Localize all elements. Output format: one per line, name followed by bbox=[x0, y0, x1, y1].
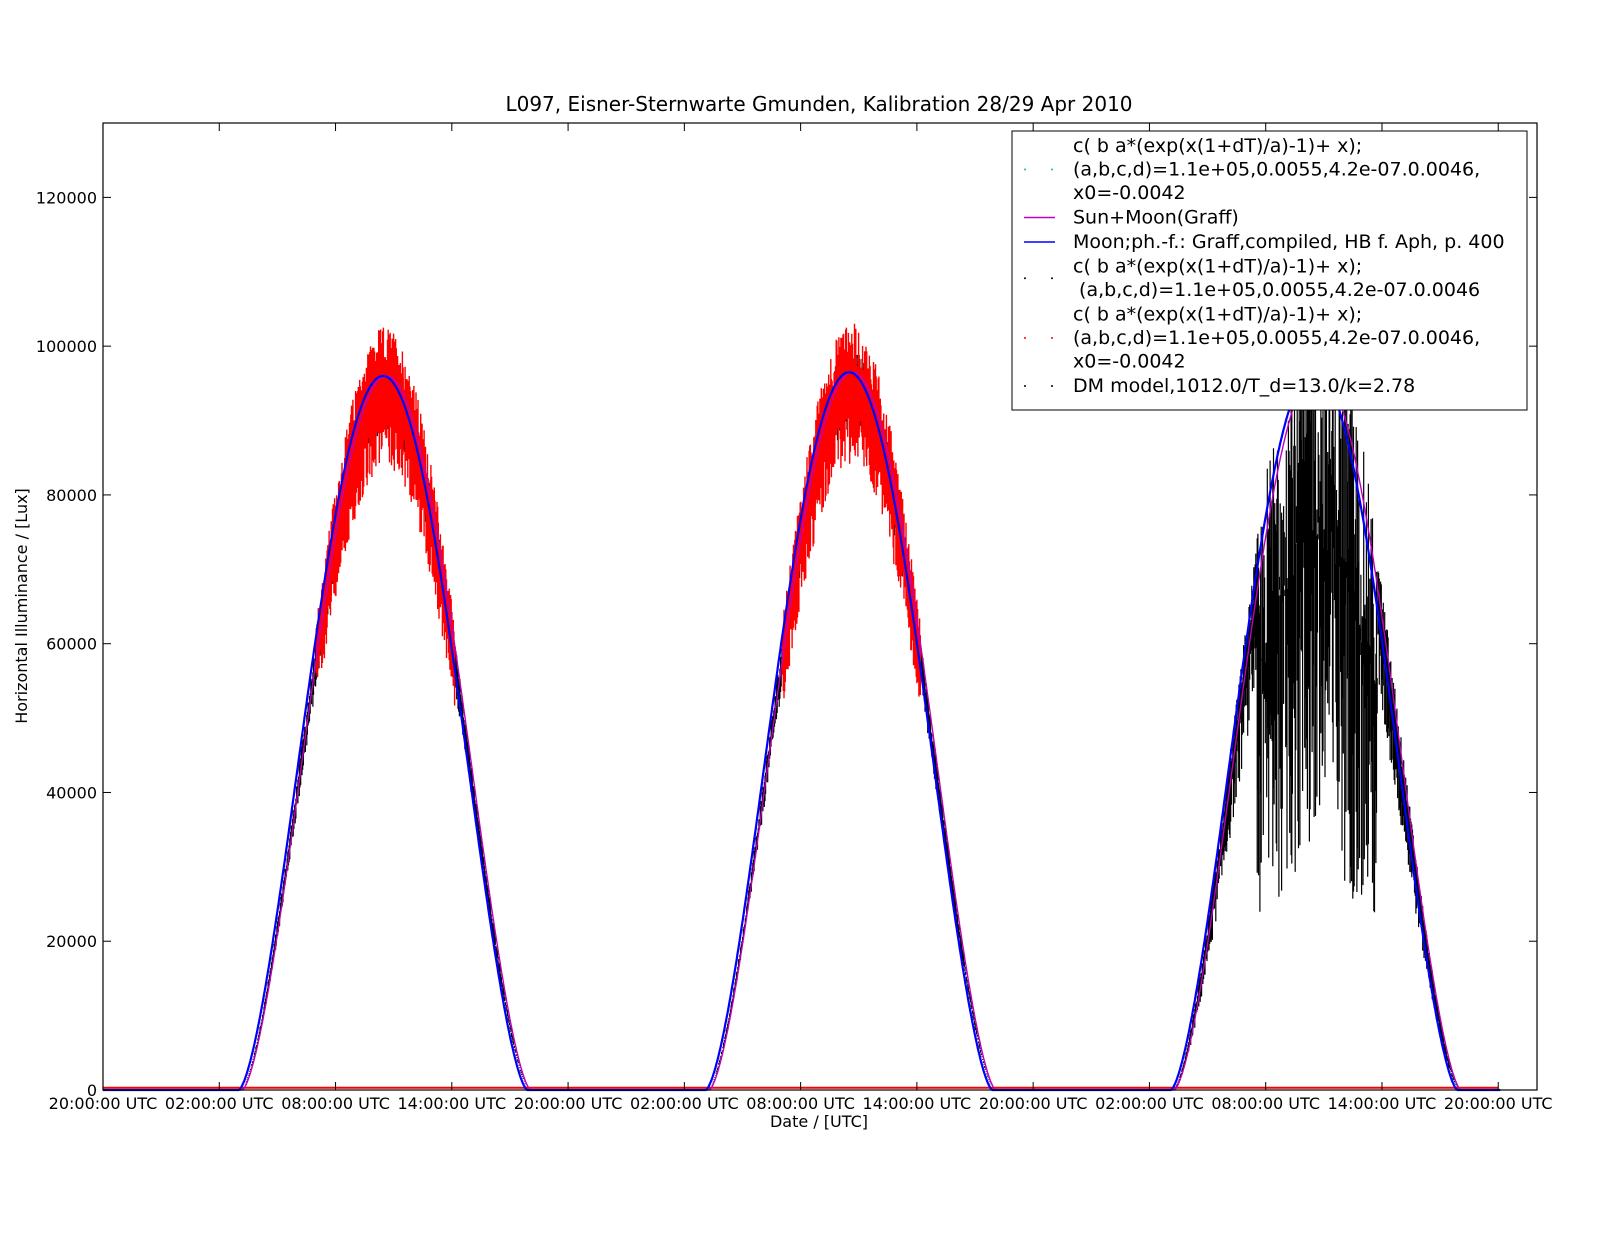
legend-entry: Sun+Moon(Graff) bbox=[1073, 207, 1239, 229]
moon-graff-line bbox=[103, 367, 1501, 1092]
x-tick-label: 08:00:00 UTC bbox=[281, 1094, 390, 1113]
x-tick-label: 02:00:00 UTC bbox=[630, 1094, 739, 1113]
x-tick-label: 20:00:00 UTC bbox=[49, 1094, 158, 1113]
x-tick-label: 14:00:00 UTC bbox=[397, 1094, 506, 1113]
y-axis-label: Horizontal Illuminance / [Lux] bbox=[12, 488, 31, 724]
y-tick-label: 120000 bbox=[36, 188, 97, 207]
sun-moon-graff-line bbox=[103, 367, 1501, 1091]
legend-box bbox=[1011, 130, 1528, 411]
axis-ticks: 0 20000 40000 60000 80000 100000 120000 20:00:0… bbox=[36, 123, 1553, 1113]
x-tick-label: 20:00:00 UTC bbox=[1444, 1094, 1553, 1113]
calibrated-data-red-series bbox=[315, 323, 921, 706]
y-tick-label: 0 bbox=[87, 1081, 97, 1100]
legend-symbol bbox=[1024, 168, 1053, 171]
y-tick-label: 80000 bbox=[46, 486, 97, 505]
x-tick-label: 02:00:00 UTC bbox=[165, 1094, 274, 1113]
x-tick-label: 20:00:00 UTC bbox=[979, 1094, 1088, 1113]
x-tick-label: 20:00:00 UTC bbox=[514, 1094, 623, 1113]
x-axis-label: Date / [UTC] bbox=[770, 1112, 868, 1131]
plot-frame bbox=[102, 122, 1538, 1091]
legend-entry: c( b a*(exp(x(1+dT)/a)-1)+ x); (a,b,c,d)=… bbox=[1073, 304, 1480, 373]
x-tick-label: 08:00:00 UTC bbox=[1211, 1094, 1320, 1113]
legend-symbol bbox=[1024, 385, 1053, 387]
plot-marks bbox=[103, 323, 1501, 1092]
legend-symbol bbox=[1024, 277, 1053, 280]
chart-title: L097, Eisner-Sternwarte Gmunden, Kalibra… bbox=[505, 92, 1132, 116]
y-tick-label: 100000 bbox=[36, 337, 97, 356]
x-tick-label: 08:00:00 UTC bbox=[746, 1094, 855, 1113]
legend: c( b a*(exp(x(1+dT)/a)-1)+ x); (a,b,c,d)=… bbox=[1011, 130, 1528, 411]
x-tick-label: 02:00:00 UTC bbox=[1095, 1094, 1204, 1113]
legend-symbol bbox=[1024, 337, 1053, 339]
legend-entry: Moon;ph.-f.: Graff,compiled, HB f. Aph, … bbox=[1073, 231, 1505, 253]
legend-entry: DM model,1012.0/T_d=13.0/k=2.78 bbox=[1073, 375, 1415, 397]
legend-entry: c( b a*(exp(x(1+dT)/a)-1)+ x); (a,b,c,d)… bbox=[1073, 256, 1480, 302]
legend-entry: c( b a*(exp(x(1+dT)/a)-1)+ x); (a,b,c,d)=… bbox=[1073, 135, 1480, 204]
x-tick-label: 14:00:00 UTC bbox=[863, 1094, 972, 1113]
y-tick-label: 60000 bbox=[46, 635, 97, 654]
x-tick-label: 14:00:00 UTC bbox=[1328, 1094, 1437, 1113]
y-tick-label: 40000 bbox=[46, 783, 97, 802]
y-tick-label: 20000 bbox=[46, 932, 97, 951]
